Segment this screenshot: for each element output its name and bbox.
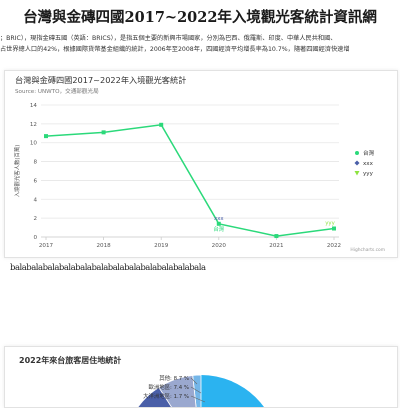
series-line-台灣	[45, 123, 335, 237]
pie-slice-label: 大洋洲地區: 1.7 %	[143, 392, 189, 400]
filler-text: balabalabalabalabalabalabalabalabalabala…	[10, 263, 206, 273]
page-title: 台灣與金磚四國2017~2022年入境觀光客統計資訊網	[23, 9, 377, 26]
data-label: xxx	[214, 216, 224, 222]
chart-title: 台灣與金磚四國2017~2022年入境觀光客統計	[15, 75, 186, 85]
data-label: yyy	[325, 221, 335, 227]
x-tick-label: 2017	[39, 243, 54, 249]
chart-credit: Highcharts.com	[350, 247, 385, 253]
pie-connector	[190, 386, 202, 394]
x-tick-label: 2018	[96, 243, 111, 249]
legend-marker	[354, 171, 360, 176]
intro-paragraph: ；BRIC），現指金磚五國（英語：BRICS），是指五個主要的新興市場國家，分別…	[0, 34, 400, 55]
y-tick-label: 10	[30, 141, 38, 147]
y-axis-label: 入境觀光客人數(百萬)	[13, 145, 21, 198]
legend-label: yyy	[363, 171, 374, 177]
data-point	[332, 226, 336, 231]
y-tick-label: 2	[33, 216, 37, 222]
pie-chart-title: 2022年來台旅客居住地統計	[19, 356, 122, 365]
data-point	[274, 234, 279, 239]
data-point	[159, 122, 164, 127]
pie-slice-label: 其他: 8.7 %	[159, 374, 189, 382]
x-tick-label: 2022	[327, 243, 341, 249]
x-tick-label: 2020	[212, 243, 227, 249]
pie-chart-card: 2022年來台旅客居住地統計 其他: 8.7 % 歐洲地區: 7.4 % 大洋洲地區…	[4, 346, 398, 408]
line-chart: 台灣與金磚四國2017~2022年入境觀光客統計 Source: UNWTO，交通…	[13, 75, 385, 253]
legend-marker	[354, 160, 360, 166]
y-tick-label: 12	[30, 122, 37, 128]
y-tick-label: 6	[33, 178, 37, 184]
pie-connector	[190, 377, 198, 385]
x-tick-label: 2019	[154, 243, 169, 249]
legend-label: 台灣	[363, 149, 375, 157]
data-point	[101, 130, 106, 135]
pie-slice-label: 歐洲地區: 7.4 %	[148, 383, 189, 391]
data-label: 台灣	[213, 225, 224, 233]
intro-line: 占世界總人口的42%，根據國際貨幣基金組織的統計，2006年至2008年，四國經…	[0, 45, 350, 53]
y-tick-label: 14	[30, 103, 38, 109]
data-point	[216, 221, 221, 226]
x-tick-label: 2021	[269, 243, 284, 249]
legend-label: xxx	[363, 161, 374, 167]
line-chart-card: 台灣與金磚四國2017~2022年入境觀光客統計 Source: UNWTO，交通…	[4, 70, 398, 258]
chart-subtitle: Source: UNWTO，交通部觀光局	[15, 87, 99, 95]
legend-marker	[355, 151, 359, 155]
data-point	[44, 134, 48, 139]
y-tick-label: 4	[33, 197, 37, 203]
y-tick-label: 0	[33, 235, 37, 241]
intro-line: ；BRIC），現指金磚五國（英語：BRICS），是指五個主要的新興市場國家，分別…	[0, 35, 337, 42]
y-tick-label: 8	[33, 160, 37, 166]
